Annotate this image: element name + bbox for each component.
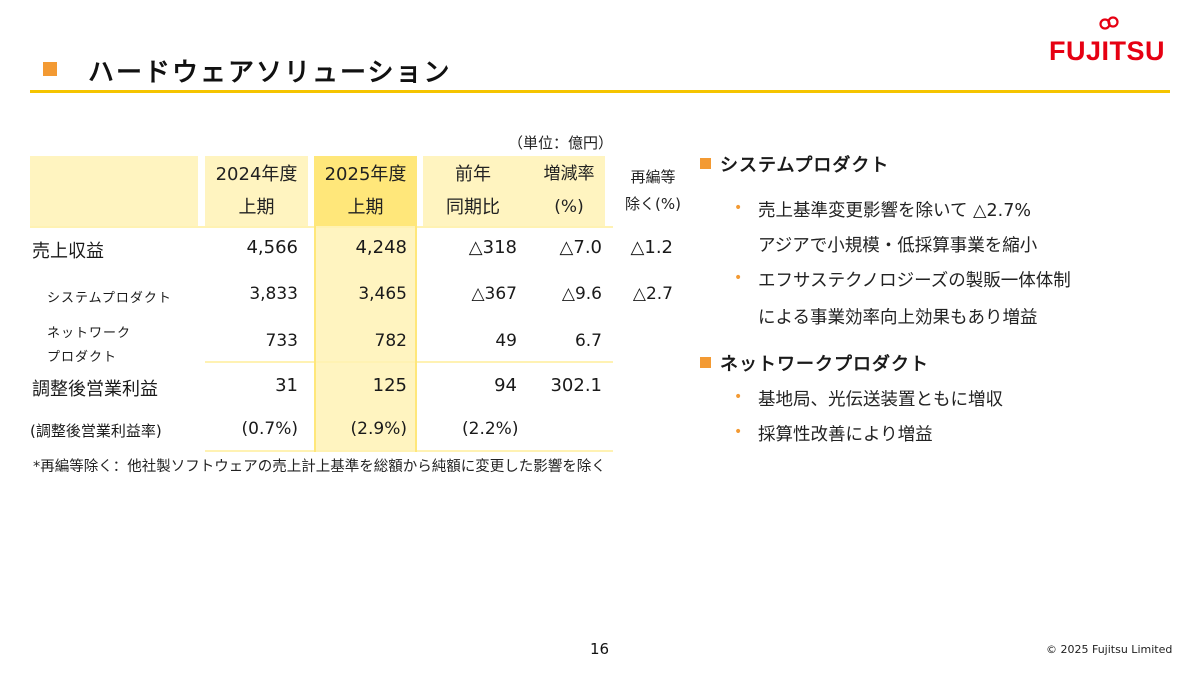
bullet-icon: • <box>734 200 743 216</box>
table-cell: 782 <box>374 331 407 351</box>
row-label-network-line2: プロダクト <box>47 350 118 365</box>
bullet-icon: • <box>734 424 743 440</box>
table-cell: 94 <box>494 375 517 396</box>
row-label-adjusted-operating-margin: (調整後営業利益率) <box>30 422 162 440</box>
bullet-text-continued: による事業効率向上効果もあり増益 <box>758 308 1038 328</box>
section-square-icon <box>700 357 711 368</box>
page-title: ハードウェアソリューション <box>88 58 452 88</box>
current-period-column <box>314 228 417 450</box>
infinity-icon: FUJITSU <box>1049 16 1165 66</box>
bullet-icon: • <box>734 270 743 286</box>
bullet-text: 売上基準変更影響を除いて △2.7% <box>758 201 1031 221</box>
row-separator <box>205 361 613 363</box>
table-cell: 3,833 <box>249 284 298 304</box>
header-separator <box>30 226 613 228</box>
table-cell: (0.7%) <box>241 419 298 439</box>
col-header-adj-line1: 再編等 <box>630 168 676 186</box>
table-cell: 6.7 <box>574 331 602 351</box>
col-header-rate-line2: (%) <box>554 197 584 217</box>
table-header-cell <box>423 156 605 226</box>
financial-table: 2024年度 上期 2025年度 上期 前年 同期比 増減率 (%) 再編等 除… <box>30 156 695 456</box>
col-header-2024-line2: 上期 <box>238 197 275 218</box>
col-header-yoy-line1: 前年 <box>455 164 491 185</box>
table-cell: △2.7 <box>632 284 673 304</box>
copyright: © 2025 Fujitsu Limited <box>1046 643 1173 656</box>
table-cell: 4,566 <box>246 237 298 258</box>
col-header-2025-line1: 2025年度 <box>324 164 407 185</box>
unit-note: （単位：億円） <box>508 134 614 152</box>
table-header-label-cell <box>30 156 198 226</box>
bullet-text-continued: アジアで小規模・低採算事業を縮小 <box>758 236 1038 256</box>
col-header-2025-line2: 上期 <box>347 197 384 218</box>
table-cell: (2.9%) <box>350 419 407 439</box>
table-cell: △9.6 <box>561 284 602 304</box>
table-bottom-rule <box>205 450 613 452</box>
fujitsu-logo: FUJITSU <box>1047 15 1169 66</box>
row-label-network-line1: ネットワーク <box>47 326 132 341</box>
table-cell: 49 <box>495 331 517 351</box>
title-square-icon <box>43 62 57 76</box>
bullet-text: エフサステクノロジーズの製販一体体制 <box>758 271 1071 291</box>
row-label-system-products: システムプロダクト <box>47 291 172 306</box>
bullet-text: 採算性改善により増益 <box>758 425 933 445</box>
table-cell: △318 <box>468 237 517 258</box>
row-label-revenue: 売上収益 <box>32 241 104 262</box>
table-cell: 31 <box>275 375 298 396</box>
col-header-rate-line1: 増減率 <box>543 164 595 184</box>
logo-text: FUJITSU <box>1049 36 1165 65</box>
highlight-border-right <box>415 156 417 452</box>
col-header-yoy-line2: 同期比 <box>446 197 500 218</box>
table-cell: (2.2%) <box>462 419 519 439</box>
col-header-adj-line2: 除く(%) <box>625 195 681 213</box>
page-number: 16 <box>590 640 610 658</box>
table-cell: △367 <box>471 284 517 304</box>
col-header-2024-line1: 2024年度 <box>215 164 298 185</box>
highlight-border-left <box>314 156 316 452</box>
title-divider <box>30 90 1170 93</box>
table-cell: 125 <box>372 375 407 396</box>
table-cell: 4,248 <box>355 237 407 258</box>
row-label-adjusted-operating-profit: 調整後営業利益 <box>32 379 158 400</box>
table-cell: △7.0 <box>559 237 602 258</box>
table-cell: 733 <box>265 331 298 351</box>
table-footnote: *再編等除く：他社製ソフトウェアの売上計上基準を総額から純額に変更した影響を除く <box>33 459 606 475</box>
table-cell: 302.1 <box>550 375 602 396</box>
table-header-cell <box>205 156 308 226</box>
table-cell: 3,465 <box>358 284 407 304</box>
bullet-text: 基地局、光伝送装置ともに増収 <box>758 390 1003 410</box>
bullet-icon: • <box>734 389 743 405</box>
section-square-icon <box>700 158 711 169</box>
section-heading-network-products: ネットワークプロダクト <box>720 354 929 375</box>
table-header-cell-highlight <box>314 156 417 226</box>
table-cell: △1.2 <box>630 237 673 258</box>
section-heading-system-products: システムプロダクト <box>720 155 890 176</box>
